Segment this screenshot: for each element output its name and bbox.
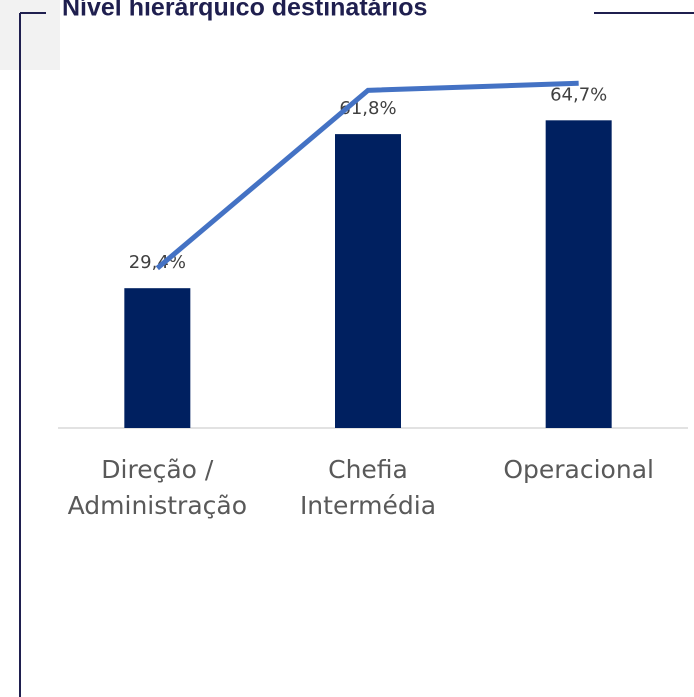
data-label: 64,7% <box>550 84 607 105</box>
bar <box>124 288 191 428</box>
x-tick-label: Direção / Administração <box>67 455 248 520</box>
bar <box>545 120 612 428</box>
data-label: 29,4% <box>129 252 186 273</box>
background-panel <box>0 0 60 70</box>
chart-title: Nível hierárquico destinatários <box>62 0 427 22</box>
x-tick-label: Chefia Intermédia <box>299 455 437 520</box>
line <box>155 80 579 271</box>
bar <box>335 134 401 428</box>
x-tick-label: Operacional <box>503 455 654 484</box>
